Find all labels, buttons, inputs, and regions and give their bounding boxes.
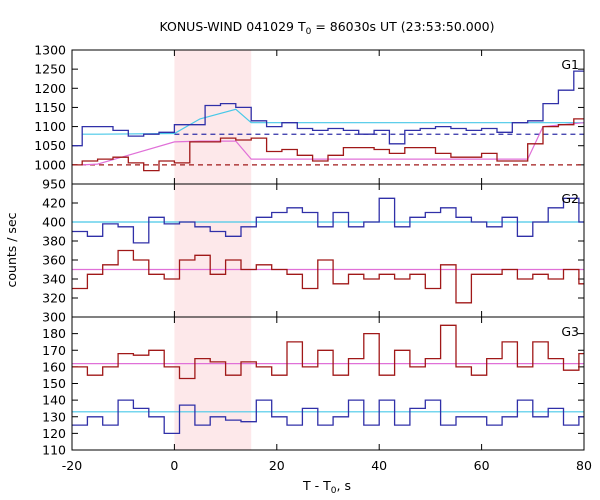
y-tick-label: 1150 xyxy=(34,100,66,115)
y-tick-label: 1000 xyxy=(34,157,66,172)
y-tick-label: 140 xyxy=(42,393,66,408)
chart-title: KONUS-WIND 041029 T0 = 86030s UT (23:53:… xyxy=(159,19,494,37)
y-tick-label: 110 xyxy=(42,443,66,458)
highlight-band xyxy=(174,50,252,450)
panel-label: G1 xyxy=(561,57,579,72)
series-step-line xyxy=(72,399,584,435)
series-step-line xyxy=(72,70,584,147)
y-tick-label: 180 xyxy=(42,326,66,341)
x-tick-label: 60 xyxy=(474,458,490,473)
y-tick-label: 120 xyxy=(42,426,66,441)
panel-label: G3 xyxy=(561,324,579,339)
series-step-line xyxy=(72,324,584,380)
x-tick-label: 40 xyxy=(371,458,387,473)
y-tick-label: 160 xyxy=(42,359,66,374)
series-step-line xyxy=(72,249,584,304)
y-tick-label: 1100 xyxy=(34,119,66,134)
y-tick-label: 400 xyxy=(42,215,66,230)
y-tick-label: 340 xyxy=(42,272,66,287)
y-tick-label: 130 xyxy=(42,409,66,424)
fit-line xyxy=(82,108,584,135)
y-tick-label: 1050 xyxy=(34,138,66,153)
y-axis-label: counts / sec xyxy=(4,212,19,287)
series-step-line xyxy=(72,197,584,244)
y-tick-label: 1250 xyxy=(34,62,66,77)
panel-frame xyxy=(71,183,585,318)
series-step-line xyxy=(72,118,584,172)
x-tick-label: 0 xyxy=(170,458,178,473)
x-tick-label: -20 xyxy=(62,458,82,473)
y-tick-label: 360 xyxy=(42,253,66,268)
y-tick-label: 380 xyxy=(42,234,66,249)
y-tick-label: 170 xyxy=(42,343,66,358)
y-tick-label: 300 xyxy=(42,310,66,325)
panel-frame xyxy=(71,316,585,451)
y-tick-label: 150 xyxy=(42,376,66,391)
y-tick-label: 420 xyxy=(42,196,66,211)
y-tick-label: 1200 xyxy=(34,81,66,96)
x-tick-label: 80 xyxy=(576,458,592,473)
y-tick-label: 320 xyxy=(42,291,66,306)
x-axis-label: T - T0, s xyxy=(302,478,351,496)
panel-label: G2 xyxy=(561,191,579,206)
x-tick-label: 20 xyxy=(269,458,285,473)
y-tick-label: 1300 xyxy=(34,43,66,58)
panel-frame xyxy=(71,49,585,185)
plot-area: 9501000105011001150120012501300G13003203… xyxy=(34,43,592,474)
y-tick-label: 950 xyxy=(42,177,66,192)
